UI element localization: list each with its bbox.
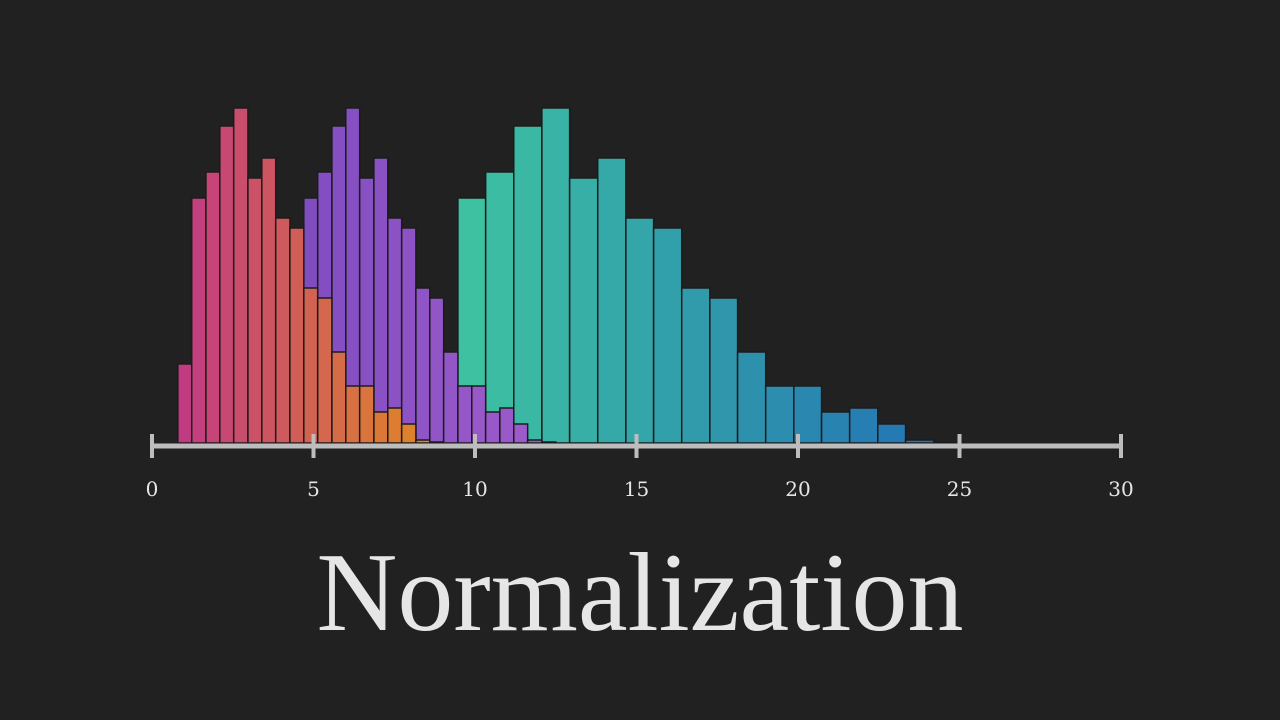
bar [373,411,389,444]
bar [415,439,431,444]
bars [177,107,963,444]
bar [358,385,375,444]
bar [526,439,543,444]
bar [415,287,431,444]
bar [877,423,907,444]
bar [596,157,627,444]
bar [568,177,599,444]
x-tick-label: 10 [462,477,487,501]
bar [429,297,445,444]
bar [848,407,879,444]
x-tick-label: 30 [1108,477,1133,501]
bar [177,363,193,444]
bar [541,107,571,444]
axis: 0 5 10 15 20 25 30 [146,434,1134,501]
bar [736,351,767,444]
bar [680,287,711,444]
bar [625,217,655,444]
chart-title: Normalization [317,531,964,655]
x-tick-label: 0 [146,477,159,501]
x-tick-label: 5 [307,477,320,501]
bar [205,171,221,444]
bar [764,385,795,444]
bar [513,125,543,444]
bar [793,385,823,444]
bar [709,297,739,444]
bar [387,407,403,444]
bar [484,171,515,444]
bar [232,107,249,444]
x-tick-label: 25 [947,477,972,501]
bar [190,197,207,444]
x-tick-label: 15 [624,477,649,501]
bar [316,297,333,444]
bar [820,411,851,444]
bar [904,439,935,444]
bar [541,441,557,444]
bar [331,351,347,444]
x-tick-label: 20 [785,477,810,501]
bar [373,157,389,444]
bar [400,227,417,444]
bar [484,411,501,444]
bar [345,385,361,444]
bar [429,441,445,444]
bar [442,351,459,444]
bar [400,423,417,444]
bar [219,125,235,444]
bar [499,407,515,444]
bar [261,157,277,444]
bar [513,423,529,444]
bar [652,227,683,444]
bar [303,287,319,444]
bar [247,177,263,444]
bar [457,385,473,444]
bar [289,227,305,444]
bar [274,217,291,444]
bar [932,441,963,444]
